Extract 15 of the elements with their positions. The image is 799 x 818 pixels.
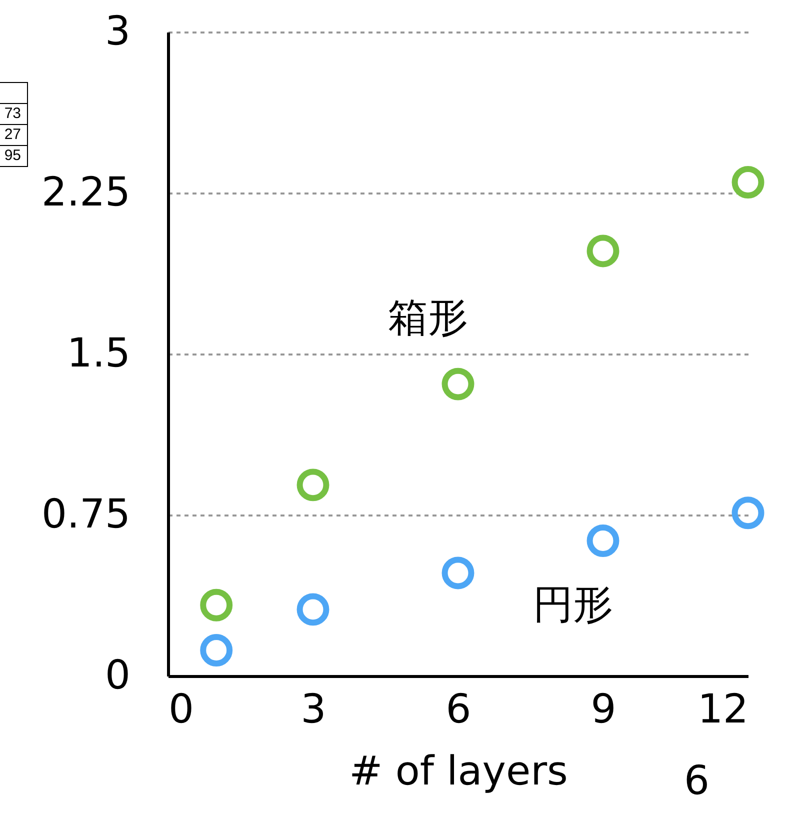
y-tick-label: 0.75 xyxy=(41,492,130,538)
y-tick-label: 3 xyxy=(105,8,130,54)
x-tick-label: 12 xyxy=(698,686,748,732)
text: 6 xyxy=(684,758,710,804)
series-label: 円形 xyxy=(533,582,613,628)
y-tick-label: 1.5 xyxy=(66,330,130,376)
table-fragment: 73 27 95 xyxy=(0,82,28,167)
x-tick-label: 0 xyxy=(168,686,194,732)
x-tick-label: 9 xyxy=(590,686,616,732)
series-label: 箱形 xyxy=(388,295,468,342)
x-tick-label: 6 xyxy=(446,686,472,732)
y-tick-label: 0 xyxy=(105,652,130,698)
y-tick-label: 2.25 xyxy=(41,170,130,216)
x-tick-label: 3 xyxy=(300,686,326,732)
x-axis-title: # of layers xyxy=(349,748,568,794)
